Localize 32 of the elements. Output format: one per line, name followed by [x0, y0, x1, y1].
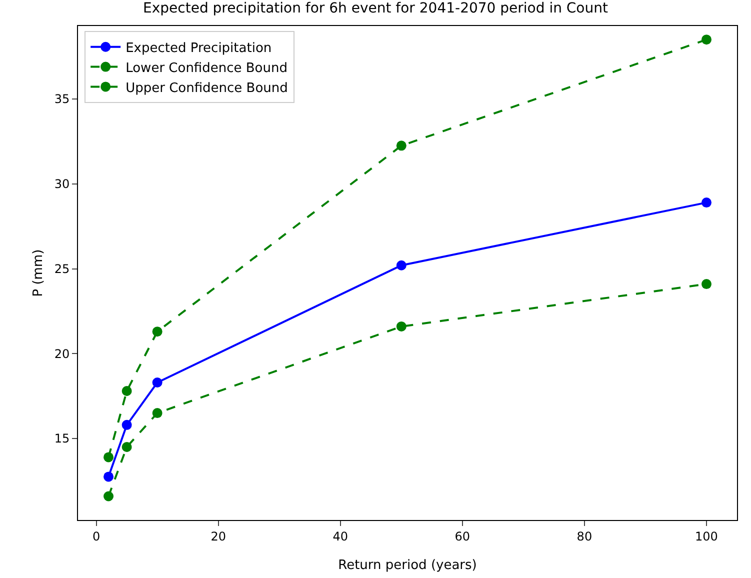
- x-axis-title: Return period (years): [338, 558, 477, 573]
- y-tick-label: 35: [54, 92, 70, 106]
- point: [152, 377, 162, 388]
- y-tick-label: 25: [54, 262, 70, 276]
- point: [701, 279, 712, 290]
- point: [104, 472, 114, 482]
- legend-label: Upper Confidence Bound: [126, 80, 288, 96]
- y-tick-label: 30: [54, 177, 70, 192]
- legend-label: Lower Confidence Bound: [126, 60, 288, 76]
- x-tick-label: 60: [454, 529, 470, 544]
- x-tick-label: 0: [92, 529, 100, 544]
- chart-title: Expected precipitation for 6h event for 2041-2070 period in Count: [143, 0, 608, 17]
- y-tick-label: 20: [54, 346, 70, 361]
- y-axis-title: P (mm): [31, 249, 46, 297]
- x-tick-label: 40: [332, 529, 348, 544]
- point: [152, 408, 162, 418]
- point: [122, 420, 132, 430]
- legend-label: Expected Precipitation: [126, 40, 272, 56]
- point: [122, 442, 132, 452]
- point: [396, 140, 406, 151]
- point: [104, 452, 114, 462]
- point: [396, 260, 406, 270]
- point: [152, 326, 162, 337]
- point: [701, 198, 712, 208]
- point: [701, 34, 712, 45]
- point: [104, 491, 114, 502]
- x-tick-label: 100: [695, 529, 718, 544]
- point: [122, 386, 132, 396]
- y-tick-label: 15: [54, 432, 70, 446]
- x-tick-label: 20: [210, 529, 226, 544]
- x-tick-label: 80: [576, 529, 592, 544]
- point: [396, 321, 406, 332]
